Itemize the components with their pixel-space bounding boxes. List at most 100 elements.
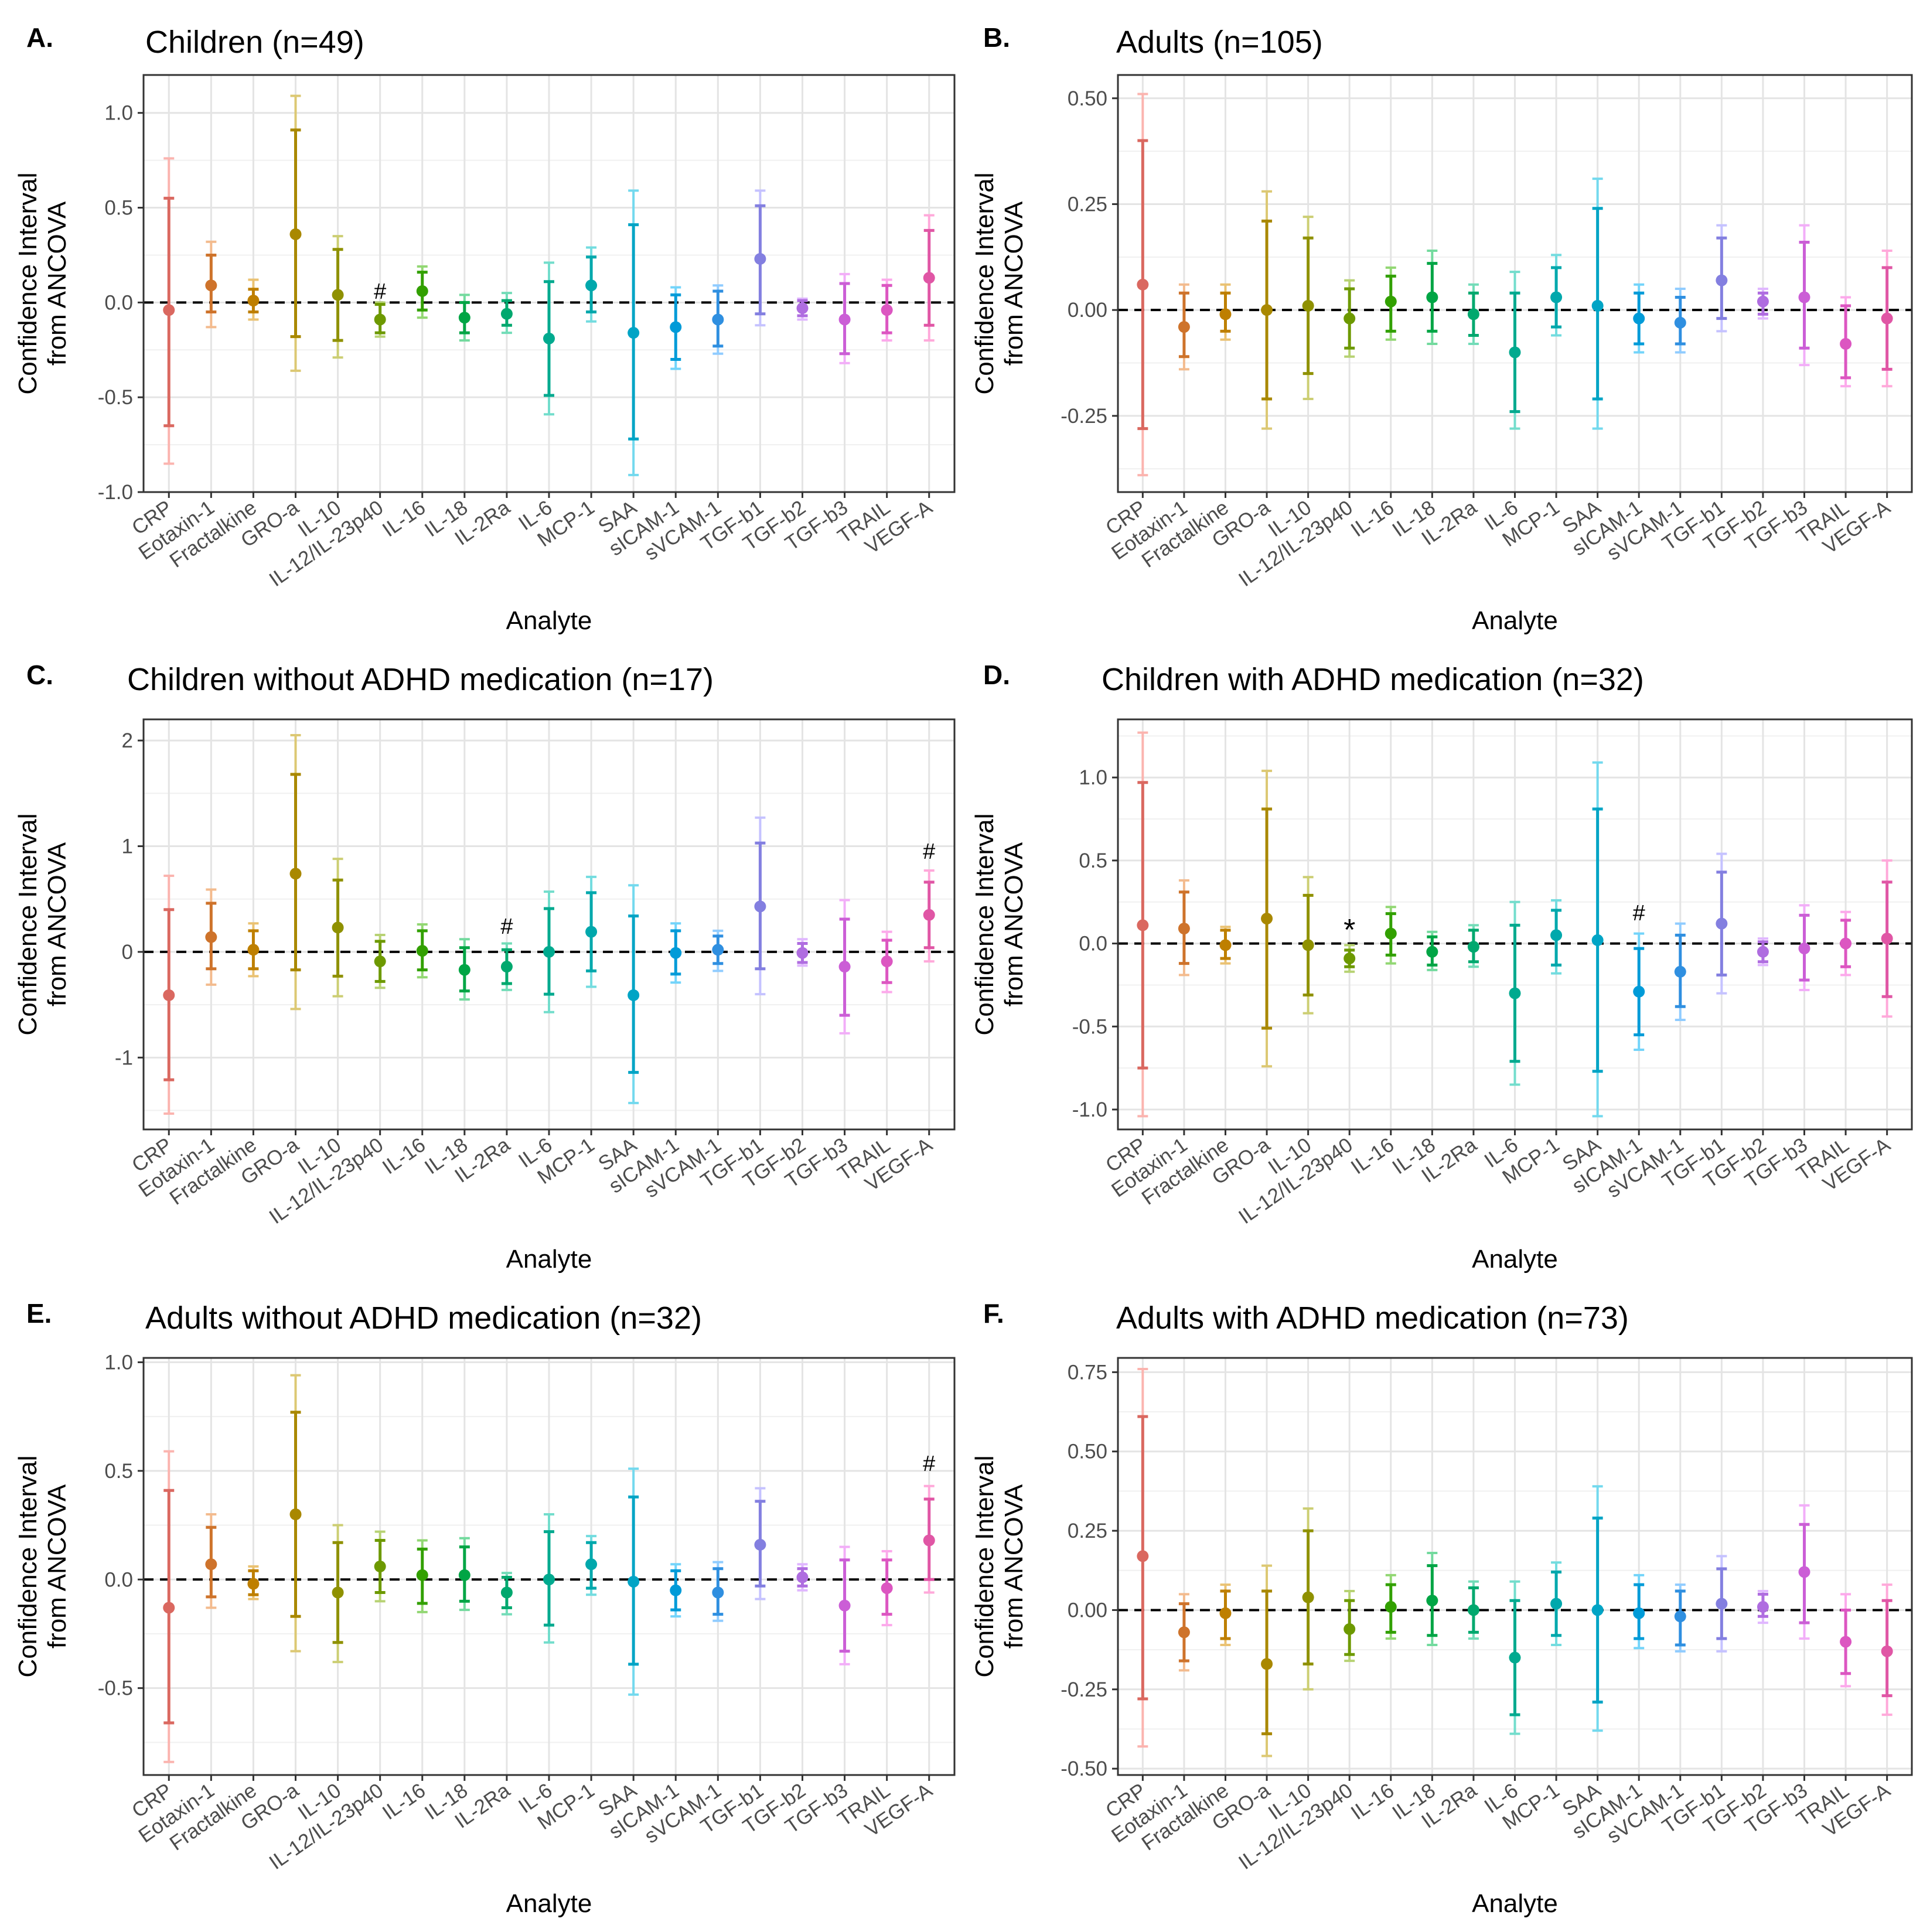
point-estimate	[838, 961, 851, 973]
analyte-mcp-1	[1550, 254, 1563, 337]
point-estimate	[923, 1534, 935, 1547]
analyte-il-16	[1385, 266, 1397, 341]
x-tick-label: IL-16	[379, 1134, 430, 1179]
analyte-sicam-1	[670, 1563, 682, 1618]
point-estimate	[1757, 1601, 1769, 1613]
analyte-il-2ra	[1467, 1580, 1479, 1640]
analyte-il-12-il-23p40	[1344, 279, 1356, 358]
point-estimate	[1840, 338, 1852, 350]
analyte-crp	[163, 875, 175, 1115]
panel-letter: F.	[983, 1298, 1004, 1329]
point-estimate	[1509, 346, 1521, 359]
analyte-gro-a	[289, 94, 302, 372]
analyte-il-12-il-23p40	[1344, 1589, 1356, 1663]
point-estimate	[1674, 965, 1686, 978]
point-estimate	[1633, 312, 1645, 325]
panel-d: *#-1.0-0.50.00.51.0CRPEotaxin-1Fractalki…	[970, 660, 1913, 1274]
analyte-il-6	[543, 261, 555, 416]
point-estimate	[1302, 939, 1314, 951]
analyte-tgf-b2	[1757, 937, 1769, 967]
panel-title: Children without ADHD medication (n=17)	[127, 662, 714, 697]
analyte-saa	[1591, 178, 1604, 430]
analyte-crp	[1137, 1367, 1149, 1748]
x-tick-label: IL-16	[379, 1779, 430, 1825]
analyte-trail	[881, 930, 893, 994]
analyte-il-2ra	[500, 942, 513, 991]
point-estimate	[416, 1569, 428, 1581]
point-estimate	[1219, 308, 1232, 320]
x-axis-title: Analyte	[506, 1245, 592, 1274]
analyte-sicam-1	[1633, 283, 1645, 354]
analyte-il-10	[332, 1524, 344, 1664]
analyte-vegf-a	[923, 214, 935, 342]
point-estimate	[500, 1586, 513, 1599]
y-axis-title-line1: Confidence Interval	[970, 1455, 999, 1677]
panel-title: Adults with ADHD medication (n=73)	[1116, 1300, 1629, 1336]
analyte-tgf-b2	[1757, 288, 1769, 320]
point-estimate	[585, 1558, 598, 1571]
significance-marker: #	[500, 914, 513, 939]
point-estimate	[1385, 295, 1397, 308]
analyte-il-6	[543, 890, 555, 1013]
y-tick-label: 0	[122, 941, 133, 964]
point-estimate	[332, 921, 344, 934]
point-estimate	[374, 313, 386, 326]
point-estimate	[1426, 291, 1438, 303]
y-axis-title-line1: Confidence Interval	[13, 1455, 42, 1677]
x-axis-title: Analyte	[506, 1889, 592, 1918]
point-estimate	[247, 1578, 260, 1590]
y-axis-title-line2: from ANCOVA	[1000, 1484, 1028, 1648]
point-estimate	[543, 1573, 555, 1586]
analyte-eotaxin-1	[205, 240, 217, 329]
y-axis-title-line1: Confidence Interval	[970, 172, 999, 394]
analyte-svcam-1	[1674, 288, 1686, 354]
x-tick-label: IL-16	[1347, 1134, 1399, 1179]
point-estimate	[458, 1569, 470, 1581]
analyte-tgf-b1	[754, 1487, 766, 1600]
analyte-il-2ra	[1467, 924, 1479, 968]
analyte-trail	[881, 278, 893, 342]
analyte-il-6	[1509, 1580, 1521, 1735]
analyte-gro-a	[1261, 769, 1273, 1068]
analyte-fractalkine	[1219, 1583, 1232, 1647]
point-estimate	[247, 295, 260, 307]
point-estimate	[163, 1602, 175, 1614]
y-tick-label: -0.25	[1061, 405, 1107, 428]
point-estimate	[1881, 933, 1893, 945]
analyte-il-12-il-23p40	[374, 301, 386, 338]
point-estimate	[543, 945, 555, 958]
analyte-tgf-b3	[1798, 1504, 1810, 1640]
panel-letter: A.	[26, 22, 53, 53]
point-estimate	[289, 228, 302, 240]
point-estimate	[205, 1558, 217, 1571]
point-estimate	[289, 1508, 302, 1520]
y-axis-title-line2: from ANCOVA	[43, 842, 71, 1006]
point-estimate	[881, 955, 893, 968]
analyte-il-12-il-23p40	[1344, 944, 1356, 973]
analyte-il-18	[458, 1537, 470, 1612]
y-tick-label: -0.5	[1072, 1015, 1107, 1038]
x-axis-title: Analyte	[1472, 1245, 1558, 1274]
y-axis-title-line1: Confidence Interval	[970, 813, 999, 1035]
y-axis-title-line1: Confidence Interval	[13, 813, 42, 1035]
point-estimate	[1757, 945, 1769, 958]
point-estimate	[205, 279, 217, 292]
point-estimate	[500, 308, 513, 320]
analyte-il-16	[1385, 1573, 1397, 1640]
analyte-eotaxin-1	[205, 1513, 217, 1609]
analyte-il-2ra	[1467, 283, 1479, 346]
significance-marker: *	[1344, 913, 1355, 947]
analyte-tgf-b2	[796, 297, 809, 321]
y-tick-label: 0.0	[104, 291, 133, 314]
y-tick-label: -0.25	[1061, 1678, 1107, 1701]
point-estimate	[1881, 1645, 1893, 1657]
y-tick-label: 0.25	[1068, 1520, 1107, 1542]
point-estimate	[500, 961, 513, 973]
point-estimate	[1757, 295, 1769, 308]
point-estimate	[1426, 945, 1438, 958]
y-axis-title-line1: Confidence Interval	[13, 172, 42, 394]
point-estimate	[1344, 1623, 1356, 1635]
analyte-sicam-1	[670, 286, 682, 370]
analyte-mcp-1	[1550, 899, 1563, 975]
analyte-saa	[1591, 761, 1604, 1118]
